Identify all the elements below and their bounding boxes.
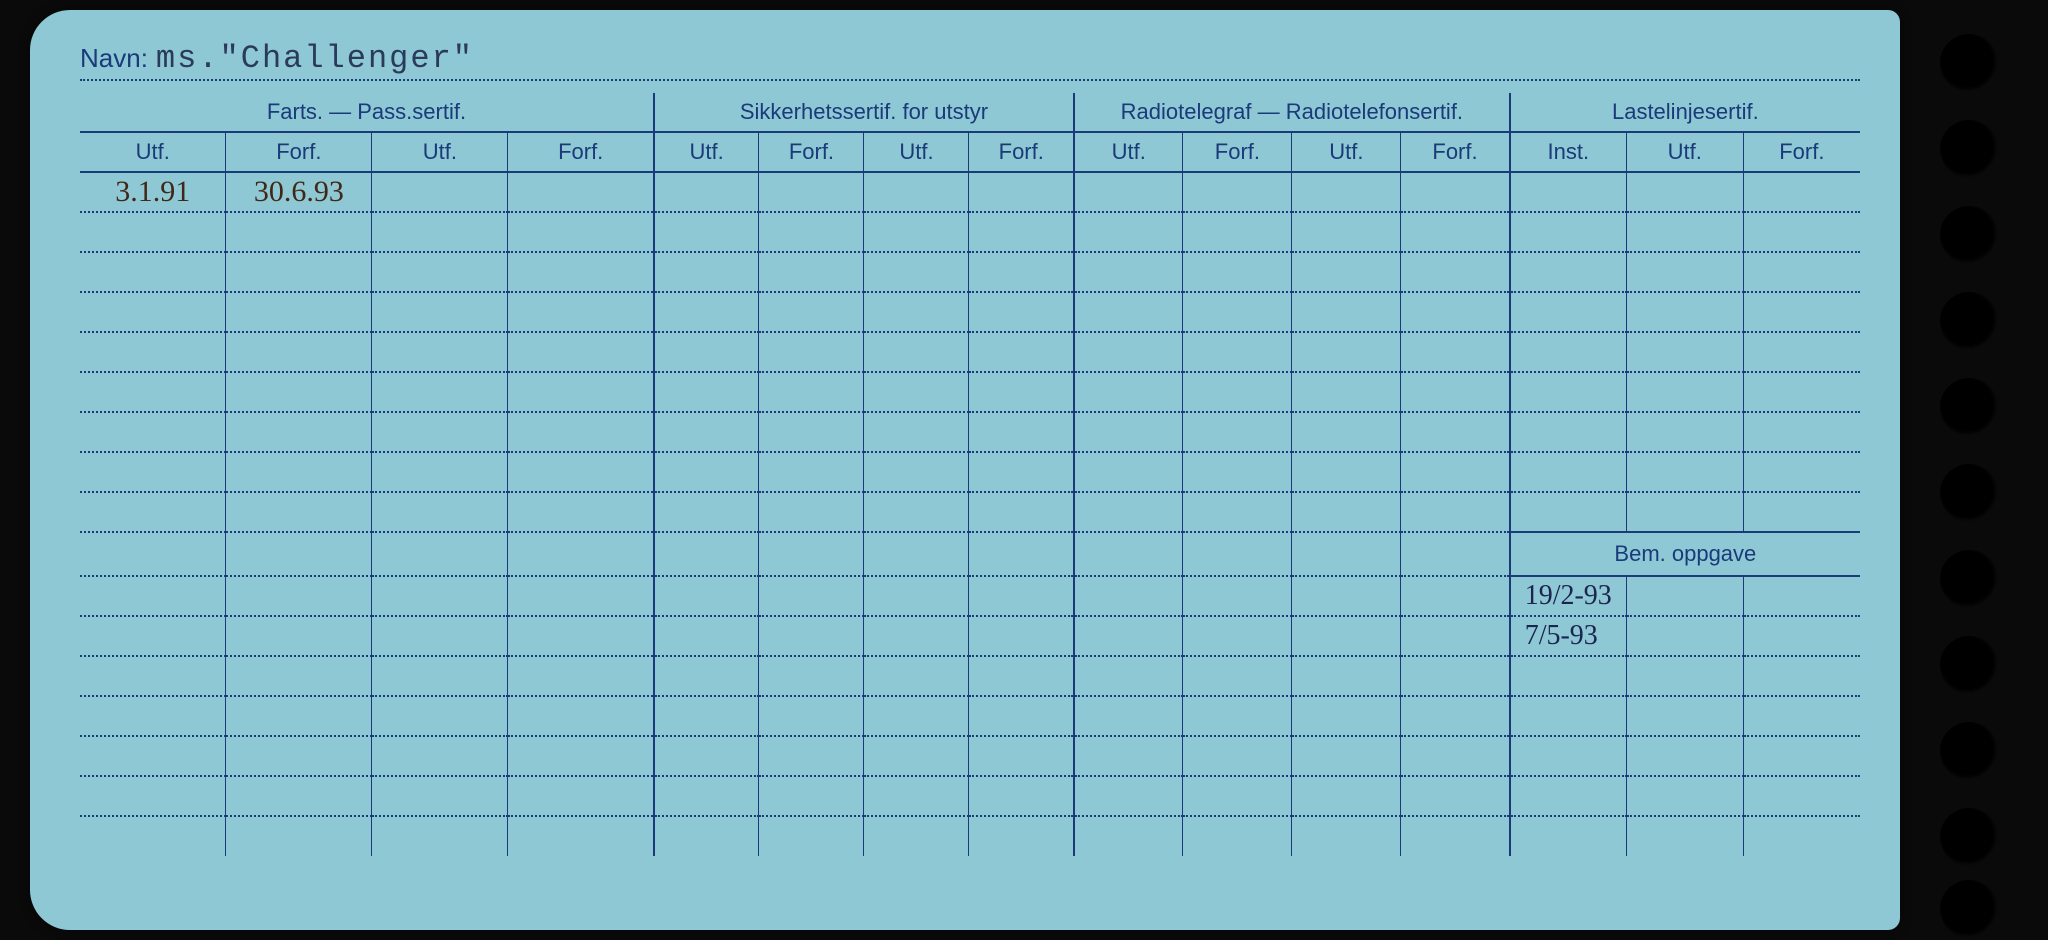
table-row <box>80 292 1860 332</box>
group-farts: Farts. — Pass.sertif. <box>80 93 654 132</box>
binder-hole <box>1940 636 1998 694</box>
table-row <box>80 372 1860 412</box>
col-forf: Forf. <box>759 132 864 172</box>
group-radio: Radiotelegraf — Radiotelefonsertif. <box>1074 93 1510 132</box>
table-row <box>80 736 1860 776</box>
table-row <box>80 412 1860 452</box>
table-row <box>80 696 1860 736</box>
bem-cell <box>1743 616 1860 656</box>
table-row <box>80 816 1860 856</box>
bem-cell <box>1510 776 1627 816</box>
binder-hole <box>1940 120 1998 178</box>
table-row <box>80 492 1860 532</box>
col-utf: Utf. <box>1626 132 1743 172</box>
table-row <box>80 776 1860 816</box>
table-row: 19/2-93 <box>80 576 1860 616</box>
cell <box>1401 172 1510 212</box>
table-body: 3.1.91 30.6.93 <box>80 172 1860 856</box>
table-row: 3.1.91 30.6.93 <box>80 172 1860 212</box>
cell <box>1743 172 1860 212</box>
cell <box>1074 172 1183 212</box>
col-inst: Inst. <box>1510 132 1627 172</box>
table-row <box>80 252 1860 292</box>
col-utf: Utf. <box>654 132 759 172</box>
binder-hole <box>1940 206 1998 264</box>
index-card: Navn: ms."Challenger" Farts. — Pass.sert… <box>30 10 1900 930</box>
bem-cell <box>1743 656 1860 696</box>
bem-cell <box>1743 696 1860 736</box>
bem-cell <box>1510 816 1627 856</box>
col-forf: Forf. <box>508 132 654 172</box>
certificate-table: Farts. — Pass.sertif. Sikkerhetssertif. … <box>80 93 1860 856</box>
table-row <box>80 212 1860 252</box>
binder-hole <box>1940 880 1998 938</box>
col-utf: Utf. <box>80 132 226 172</box>
bem-cell <box>1510 656 1627 696</box>
col-utf: Utf. <box>1074 132 1183 172</box>
cell <box>1510 172 1627 212</box>
bem-cell <box>1626 816 1743 856</box>
cell-utf: 3.1.91 <box>80 172 226 212</box>
bem-cell <box>1626 776 1743 816</box>
cell-forf: 30.6.93 <box>226 172 372 212</box>
cell <box>372 172 508 212</box>
cell <box>508 172 654 212</box>
bem-cell <box>1510 696 1627 736</box>
cell <box>1183 172 1292 212</box>
table-row: 7/5-93 <box>80 616 1860 656</box>
binder-hole <box>1940 722 1998 780</box>
bem-cell <box>1743 576 1860 616</box>
group-sikkerhet: Sikkerhetssertif. for utstyr <box>654 93 1074 132</box>
col-utf: Utf. <box>1292 132 1401 172</box>
binder-hole <box>1940 292 1998 350</box>
sub-header-row: Utf. Forf. Utf. Forf. Utf. Forf. Utf. Fo… <box>80 132 1860 172</box>
col-forf: Forf. <box>226 132 372 172</box>
col-forf: Forf. <box>1743 132 1860 172</box>
cell <box>654 172 759 212</box>
bem-cell <box>1743 736 1860 776</box>
bem-cell <box>1626 576 1743 616</box>
navn-label: Navn: <box>80 43 148 74</box>
cell <box>759 172 864 212</box>
cell <box>1292 172 1401 212</box>
col-utf: Utf. <box>372 132 508 172</box>
col-forf: Forf. <box>1183 132 1292 172</box>
binder-hole <box>1940 378 1998 436</box>
binder-holes <box>1908 0 2028 940</box>
navn-row: Navn: ms."Challenger" <box>80 40 1860 81</box>
table-row <box>80 656 1860 696</box>
cell <box>1626 172 1743 212</box>
bem-cell <box>1626 696 1743 736</box>
navn-value: ms."Challenger" <box>156 40 474 77</box>
bem-cell <box>1743 776 1860 816</box>
bem-cell: 19/2-93 <box>1510 576 1627 616</box>
binder-hole <box>1940 808 1998 866</box>
group-lastelinje: Lastelinjesertif. <box>1510 93 1860 132</box>
binder-hole <box>1940 550 1998 608</box>
bem-cell: 7/5-93 <box>1510 616 1627 656</box>
cell <box>864 172 969 212</box>
binder-hole <box>1940 34 1998 92</box>
bem-cell <box>1626 736 1743 776</box>
group-header-row: Farts. — Pass.sertif. Sikkerhetssertif. … <box>80 93 1860 132</box>
bem-cell <box>1626 656 1743 696</box>
table-row <box>80 332 1860 372</box>
table-row: Bem. oppgave <box>80 532 1860 576</box>
col-forf: Forf. <box>969 132 1074 172</box>
bem-cell <box>1743 816 1860 856</box>
table-row <box>80 452 1860 492</box>
bem-cell <box>1510 736 1627 776</box>
col-utf: Utf. <box>864 132 969 172</box>
bem-oppgave-header: Bem. oppgave <box>1510 532 1860 576</box>
col-forf: Forf. <box>1401 132 1510 172</box>
binder-hole <box>1940 464 1998 522</box>
cell <box>969 172 1074 212</box>
bem-cell <box>1626 616 1743 656</box>
